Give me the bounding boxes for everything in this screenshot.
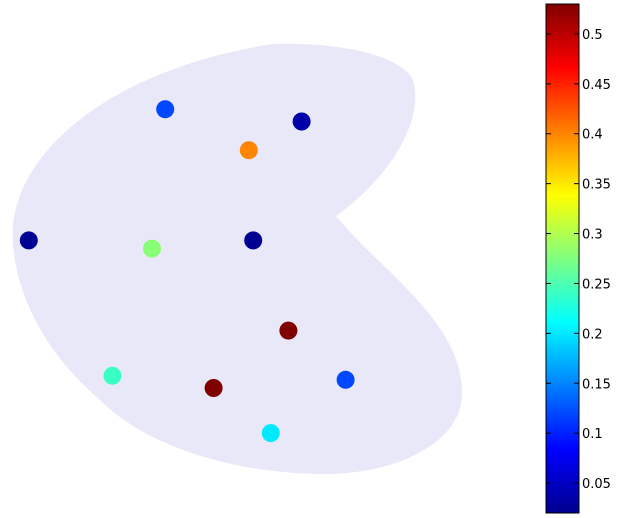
- colorbar-tick-label: 0.5: [582, 28, 603, 43]
- domain-region: [12, 43, 463, 475]
- data-point: [204, 379, 223, 397]
- data-point: [261, 424, 280, 443]
- data-point: [279, 321, 298, 340]
- colorbar: [545, 3, 580, 514]
- colorbar-tick-label: 0.25: [582, 277, 611, 292]
- data-point: [292, 112, 311, 131]
- colorbar-tick-label: 0.3: [582, 228, 603, 243]
- colorbar-tick-label: 0.15: [582, 377, 611, 392]
- data-point: [156, 100, 175, 119]
- colorbar-tick-label: 0.45: [582, 78, 611, 93]
- colorbar-tick-label: 0.05: [582, 477, 611, 492]
- data-point: [103, 366, 122, 385]
- colorbar-tick-label: 0.2: [582, 327, 603, 342]
- colorbar-tick-label: 0.35: [582, 178, 611, 193]
- points-layer: [19, 100, 355, 443]
- data-point: [244, 231, 263, 250]
- colorbar-tick-label: 0.4: [582, 128, 603, 143]
- data-point: [336, 370, 355, 389]
- colorbar-ticks: 0.05 0.1 0.15 0.2 0.25 0.3 0.35 0.4 0.45 0.5: [546, 28, 611, 492]
- colorbar-tick-label: 0.1: [582, 427, 603, 442]
- data-point: [143, 239, 161, 258]
- data-point: [19, 231, 38, 250]
- data-point: [239, 141, 258, 160]
